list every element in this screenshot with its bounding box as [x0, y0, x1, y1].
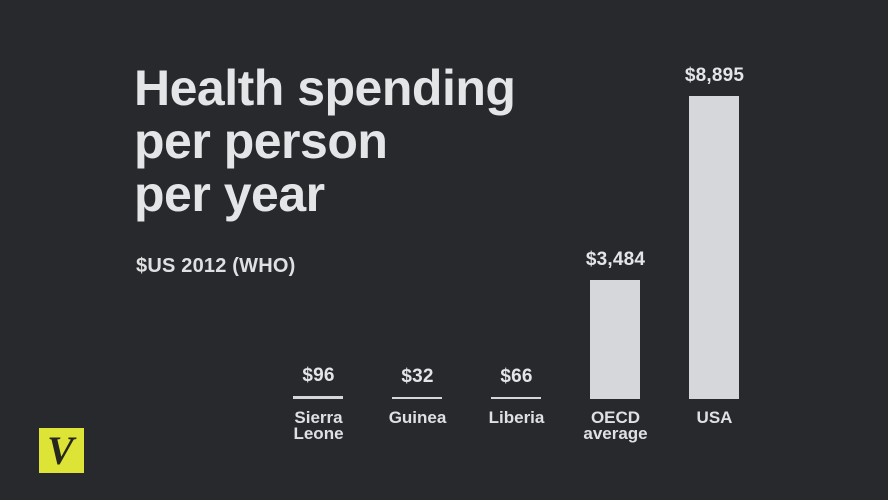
bar-sierra-leone [293, 396, 343, 399]
bar-guinea [392, 397, 442, 399]
title-line-1: Health spending [134, 60, 516, 116]
bar-category-label: OECD average [583, 408, 648, 443]
title-line-3: per year [134, 166, 325, 222]
chart-title: Health spending per person per year [134, 60, 516, 222]
bar-value-label: $96 [302, 365, 335, 386]
bar-category-label: Guinea [388, 408, 447, 427]
bar-column-oecd-average: $3,484 OECD average [566, 96, 665, 442]
chart-subtitle: $US 2012 (WHO) [136, 255, 296, 277]
bar-value-label: $8,895 [684, 65, 745, 86]
bar-value-label: $66 [500, 366, 533, 387]
bar-column-usa: $8,895 USA [665, 65, 764, 426]
bar-oecd-average [590, 280, 640, 399]
bar-column-guinea: $32 Guinea [368, 96, 467, 426]
bar-column-sierra-leone: $96 Sierra Leone [269, 96, 368, 442]
bar-liberia [491, 397, 541, 399]
bar-category-label: Sierra Leone [293, 408, 344, 443]
vox-logo-letter: V [47, 428, 74, 473]
bar-category-label: Liberia [488, 408, 545, 427]
bar-value-label: $32 [401, 366, 434, 387]
title-line-2: per person [134, 113, 388, 169]
bar-column-liberia: $66 Liberia [467, 96, 566, 426]
bar-category-label: USA [696, 408, 733, 427]
bar-usa [689, 96, 739, 399]
bar-chart: $96 Sierra Leone $32 Guinea $66 Liberia … [269, 65, 764, 442]
vox-logo: V [39, 428, 84, 473]
bar-value-label: $3,484 [585, 249, 646, 270]
